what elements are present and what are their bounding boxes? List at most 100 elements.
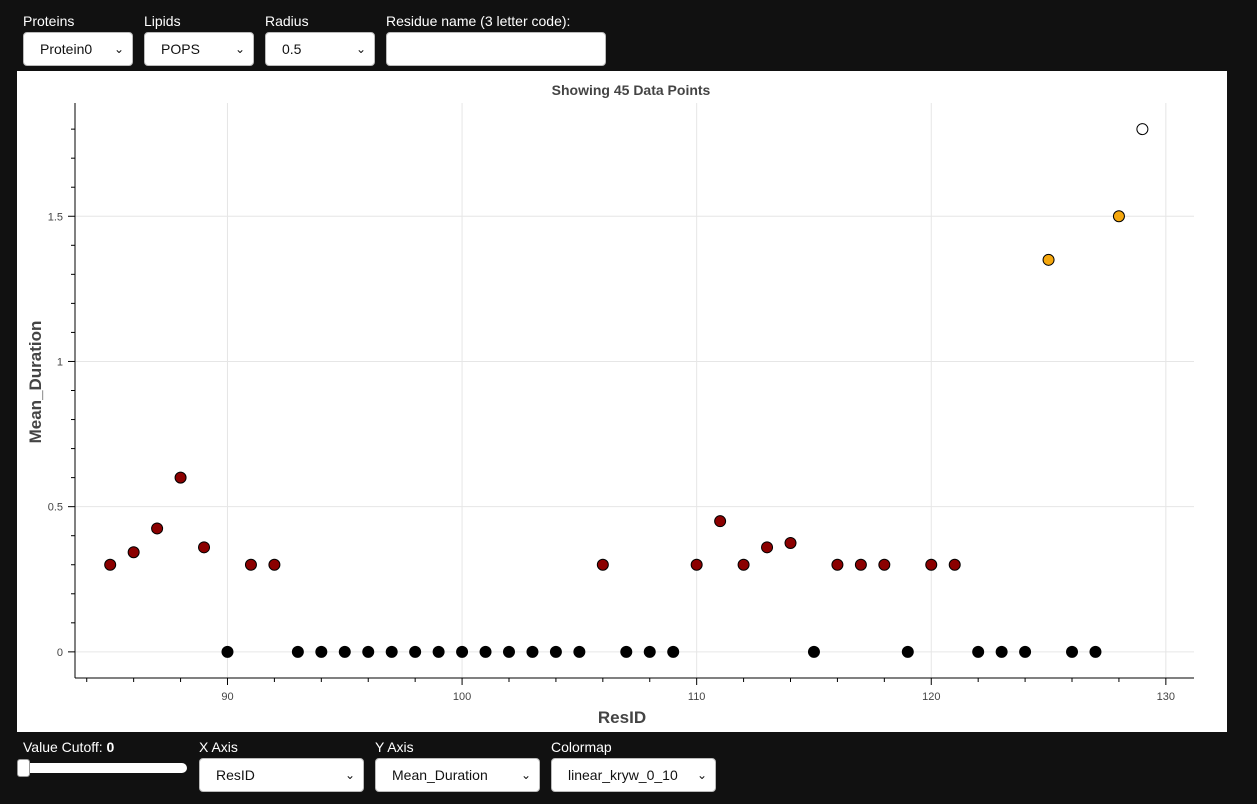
data-point	[925, 558, 938, 571]
data-point	[854, 558, 867, 571]
x-axis-select[interactable]: ResID ⌄	[199, 758, 364, 792]
data-point	[667, 645, 680, 658]
data-point	[1089, 645, 1102, 658]
y-axis-label: Mean_Duration	[26, 321, 45, 444]
y-tick-label: 1	[57, 356, 63, 368]
colormap-select[interactable]: linear_kryw_0_10 ⌄	[551, 758, 716, 792]
data-point	[714, 515, 727, 528]
y-axis-select[interactable]: Mean_Duration ⌄	[375, 758, 540, 792]
x-axis-select-value: ResID	[216, 767, 255, 783]
data-point	[479, 645, 492, 658]
x-tick-label: 90	[221, 691, 233, 703]
lipids-control: Lipids POPS ⌄	[144, 13, 254, 66]
x-axis-control: X Axis ResID ⌄	[199, 739, 364, 792]
data-point	[151, 522, 164, 535]
x-tick-label: 120	[922, 691, 940, 703]
grid-layer	[75, 103, 1194, 678]
data-point	[807, 645, 820, 658]
data-point	[784, 536, 797, 549]
data-point	[127, 546, 140, 559]
proteins-control: Proteins Protein0 ⌄	[23, 13, 133, 66]
residue-control: Residue name (3 letter code):	[386, 13, 606, 66]
data-point	[878, 558, 891, 571]
chart-title: Showing 45 Data Points	[552, 82, 711, 98]
proteins-label: Proteins	[23, 13, 75, 29]
data-point	[385, 645, 398, 658]
data-point	[221, 645, 234, 658]
x-tick-label: 100	[453, 691, 471, 703]
y-axis-select-label: Y Axis	[375, 739, 414, 755]
cutoff-slider-handle[interactable]	[17, 759, 30, 777]
data-point	[831, 558, 844, 571]
data-point	[409, 645, 422, 658]
data-point	[761, 541, 774, 554]
data-point	[502, 645, 515, 658]
cutoff-control: Value Cutoff: 0	[23, 739, 114, 758]
data-point	[690, 558, 703, 571]
radius-control: Radius 0.5 ⌄	[265, 13, 375, 66]
plot-panel: 90 100 110 120 130 0 0.5 1 1.5 Showing 45 Data P…	[17, 71, 1227, 732]
radius-label: Radius	[265, 13, 309, 29]
cutoff-slider-track[interactable]	[19, 763, 187, 773]
data-point	[737, 558, 750, 571]
chevron-down-icon: ⌄	[520, 768, 531, 782]
point-layer	[104, 123, 1149, 658]
data-point	[901, 645, 914, 658]
residue-label: Residue name (3 letter code):	[386, 13, 571, 29]
data-point	[291, 645, 304, 658]
data-point	[1136, 123, 1149, 136]
colormap-select-label: Colormap	[551, 739, 612, 755]
y-axis-select-value: Mean_Duration	[392, 767, 488, 783]
radius-select[interactable]: 0.5 ⌄	[265, 32, 375, 66]
data-point	[1112, 210, 1125, 223]
cutoff-label: Value Cutoff: 0	[23, 739, 114, 755]
data-point	[104, 558, 117, 571]
data-point	[526, 645, 539, 658]
x-axis-label: ResID	[598, 708, 646, 727]
proteins-select[interactable]: Protein0 ⌄	[23, 32, 133, 66]
data-point	[620, 645, 633, 658]
chevron-down-icon: ⌄	[355, 42, 366, 56]
scatter-chart[interactable]: 90 100 110 120 130 0 0.5 1 1.5 Showing 45 Data P…	[17, 71, 1227, 732]
data-point	[198, 541, 211, 554]
data-point	[315, 645, 328, 658]
proteins-select-value: Protein0	[40, 41, 93, 57]
data-point	[972, 645, 985, 658]
data-point	[244, 558, 257, 571]
data-point	[948, 558, 961, 571]
data-point	[995, 645, 1008, 658]
x-tick-label: 130	[1157, 691, 1175, 703]
lipids-label: Lipids	[144, 13, 181, 29]
lipids-select-value: POPS	[161, 41, 200, 57]
data-point	[432, 645, 445, 658]
data-point	[1042, 253, 1055, 266]
y-tick-label: 0	[57, 647, 63, 659]
tick-layer: 90 100 110 120 130 0 0.5 1 1.5	[48, 128, 1175, 703]
data-point	[1019, 645, 1032, 658]
radius-select-value: 0.5	[282, 41, 302, 57]
y-tick-label: 1.5	[48, 211, 63, 223]
data-point	[1066, 645, 1079, 658]
data-point	[573, 645, 586, 658]
data-point	[456, 645, 469, 658]
y-axis-control: Y Axis Mean_Duration ⌄	[375, 739, 540, 792]
data-point	[362, 645, 375, 658]
lipids-select[interactable]: POPS ⌄	[144, 32, 254, 66]
colormap-select-value: linear_kryw_0_10	[568, 767, 678, 783]
data-point	[643, 645, 656, 658]
cutoff-label-text: Value Cutoff:	[23, 739, 107, 755]
data-point	[549, 645, 562, 658]
cutoff-value: 0	[106, 739, 115, 755]
data-point	[174, 471, 187, 484]
chevron-down-icon: ⌄	[234, 42, 245, 56]
residue-input[interactable]	[386, 32, 606, 66]
x-axis-select-label: X Axis	[199, 739, 238, 755]
x-tick-label: 110	[688, 691, 706, 703]
data-point	[596, 558, 609, 571]
y-tick-label: 0.5	[48, 502, 63, 514]
chevron-down-icon: ⌄	[113, 42, 124, 56]
data-point	[268, 558, 281, 571]
colormap-control: Colormap linear_kryw_0_10 ⌄	[551, 739, 716, 792]
chevron-down-icon: ⌄	[696, 768, 707, 782]
data-point	[338, 645, 351, 658]
